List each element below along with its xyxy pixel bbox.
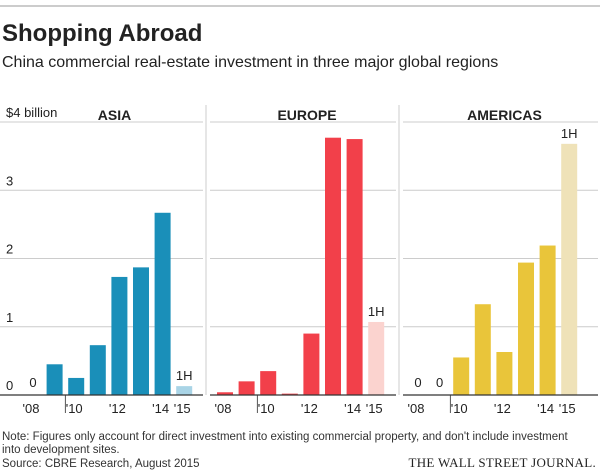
- y-tick-label: $4 billion: [6, 105, 57, 120]
- bar: [281, 393, 298, 395]
- annotation: 1H: [368, 304, 385, 319]
- annotation: 1H: [561, 126, 578, 141]
- bar: [346, 139, 363, 395]
- x-tick-label: '14: [537, 401, 554, 416]
- bar: [303, 333, 320, 395]
- bar: [260, 371, 277, 395]
- bar: [539, 245, 556, 395]
- y-tick-label: 0: [6, 378, 13, 393]
- panel-title: EUROPE: [277, 107, 336, 123]
- bar: [453, 357, 470, 395]
- bar: [496, 352, 513, 395]
- value-label: 0: [414, 375, 421, 390]
- panel-title: AMERICAS: [467, 107, 542, 123]
- x-tick-label: '08: [408, 401, 425, 416]
- annotation: 1H: [176, 368, 193, 383]
- bar: [518, 262, 534, 395]
- note: Note: Figures only account for direct in…: [2, 431, 569, 443]
- x-tick-label: '10: [258, 401, 275, 416]
- x-tick-label: '08: [23, 401, 40, 416]
- chart-title: Shopping Abroad: [2, 20, 202, 47]
- x-tick-label: '15: [366, 401, 383, 416]
- x-tick-label: '15: [174, 401, 191, 416]
- bar: [111, 276, 128, 395]
- x-tick-label: '10: [451, 401, 468, 416]
- source: Source: CBRE Research, August 2015: [2, 458, 200, 470]
- bar: [89, 345, 106, 395]
- bar: [176, 386, 193, 395]
- x-tick-label: '12: [109, 401, 126, 416]
- bar: [325, 137, 341, 395]
- bar: [368, 321, 385, 395]
- x-tick-label: '08: [215, 401, 232, 416]
- x-tick-label: '14: [152, 401, 169, 416]
- bar: [68, 377, 85, 395]
- y-tick-label: 3: [6, 173, 13, 188]
- bar: [217, 392, 233, 395]
- bar: [561, 143, 578, 395]
- x-tick-label: '12: [301, 401, 318, 416]
- bar: [154, 212, 171, 395]
- x-tick-label: '12: [494, 401, 511, 416]
- x-tick-label: '10: [66, 401, 83, 416]
- value-label: 0: [436, 375, 443, 390]
- bar: [238, 381, 255, 395]
- note: into development sites.: [2, 444, 120, 456]
- bar: [133, 267, 149, 395]
- y-tick-label: 1: [6, 310, 13, 325]
- y-tick-label: 2: [6, 242, 13, 257]
- x-tick-label: '15: [559, 401, 576, 416]
- credit: THE WALL STREET JOURNAL.: [408, 455, 596, 470]
- chart-subtitle: China commercial real-estate investment …: [2, 54, 498, 71]
- panel-title: ASIA: [98, 107, 131, 123]
- bar: [474, 304, 491, 395]
- value-label: 0: [29, 375, 36, 390]
- bar: [46, 364, 63, 395]
- x-tick-label: '14: [344, 401, 361, 416]
